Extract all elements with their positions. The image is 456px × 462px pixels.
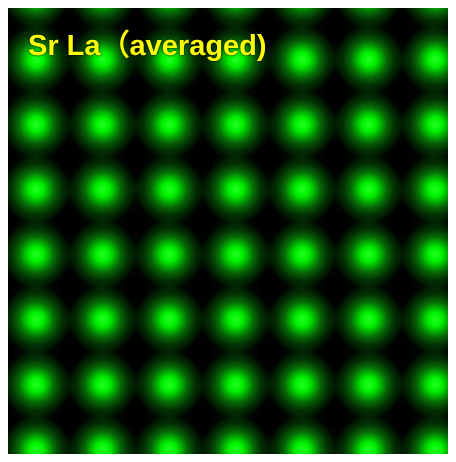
eels-map-image bbox=[8, 8, 448, 454]
page: Sr La（averaged) (() => { const data = JS… bbox=[0, 0, 456, 462]
image-label: Sr La（averaged) bbox=[28, 28, 267, 64]
